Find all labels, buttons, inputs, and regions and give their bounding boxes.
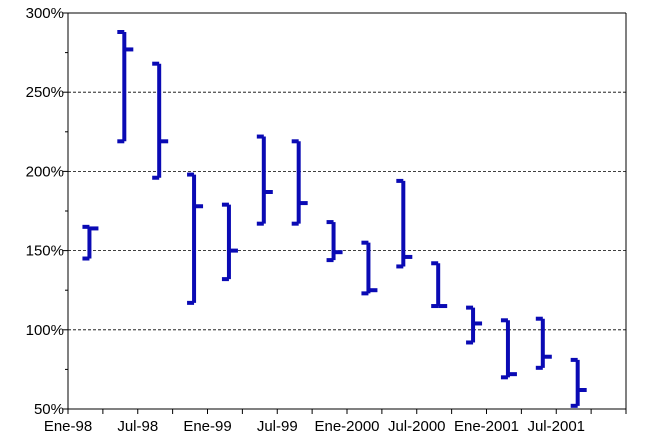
x-tick-labels: Ene-98 Jul-98 Ene-99 Jul-99 Ene-2000 Jul-2000… <box>44 418 585 435</box>
hlc-bar <box>221 202 238 282</box>
hlc-bar <box>396 178 413 269</box>
x-tick-label: Ene-2001 <box>454 418 519 435</box>
y-tick-label: 50% <box>34 401 64 418</box>
hlc-bar <box>500 318 517 380</box>
hlc-bar <box>117 30 134 144</box>
y-tick-label: 100% <box>26 322 64 339</box>
x-tick-label: Ene-98 <box>44 418 92 435</box>
x-tick-label: Jul-2000 <box>388 418 446 435</box>
x-tick-label: Jul-98 <box>117 418 158 435</box>
hlc-bar <box>361 240 378 296</box>
x-tick-label: Ene-99 <box>183 418 231 435</box>
x-tick-label: Jul-2001 <box>527 418 585 435</box>
hlc-bar <box>291 139 308 226</box>
hlc-bar <box>570 357 587 408</box>
hlc-bar <box>187 172 204 305</box>
x-tick-label: Ene-2000 <box>314 418 379 435</box>
hlc-bar <box>82 224 99 261</box>
hlc-bar <box>326 220 343 263</box>
hlc-bar <box>152 61 169 180</box>
y-tick-label: 250% <box>26 84 64 101</box>
hlc-bar <box>256 134 273 226</box>
axes <box>63 12 627 414</box>
hlc-bar <box>431 261 448 309</box>
hlc-bar <box>535 316 552 370</box>
y-tick-labels: 50% 100% 150% 200% 250% 300% <box>26 5 64 418</box>
gridlines <box>68 91 626 331</box>
series <box>82 30 587 408</box>
y-tick-label: 300% <box>26 5 64 22</box>
y-tick-label: 150% <box>26 243 64 260</box>
y-tick-label: 200% <box>26 163 64 180</box>
hlc-bar <box>466 305 483 345</box>
x-tick-label: Jul-99 <box>257 418 298 435</box>
